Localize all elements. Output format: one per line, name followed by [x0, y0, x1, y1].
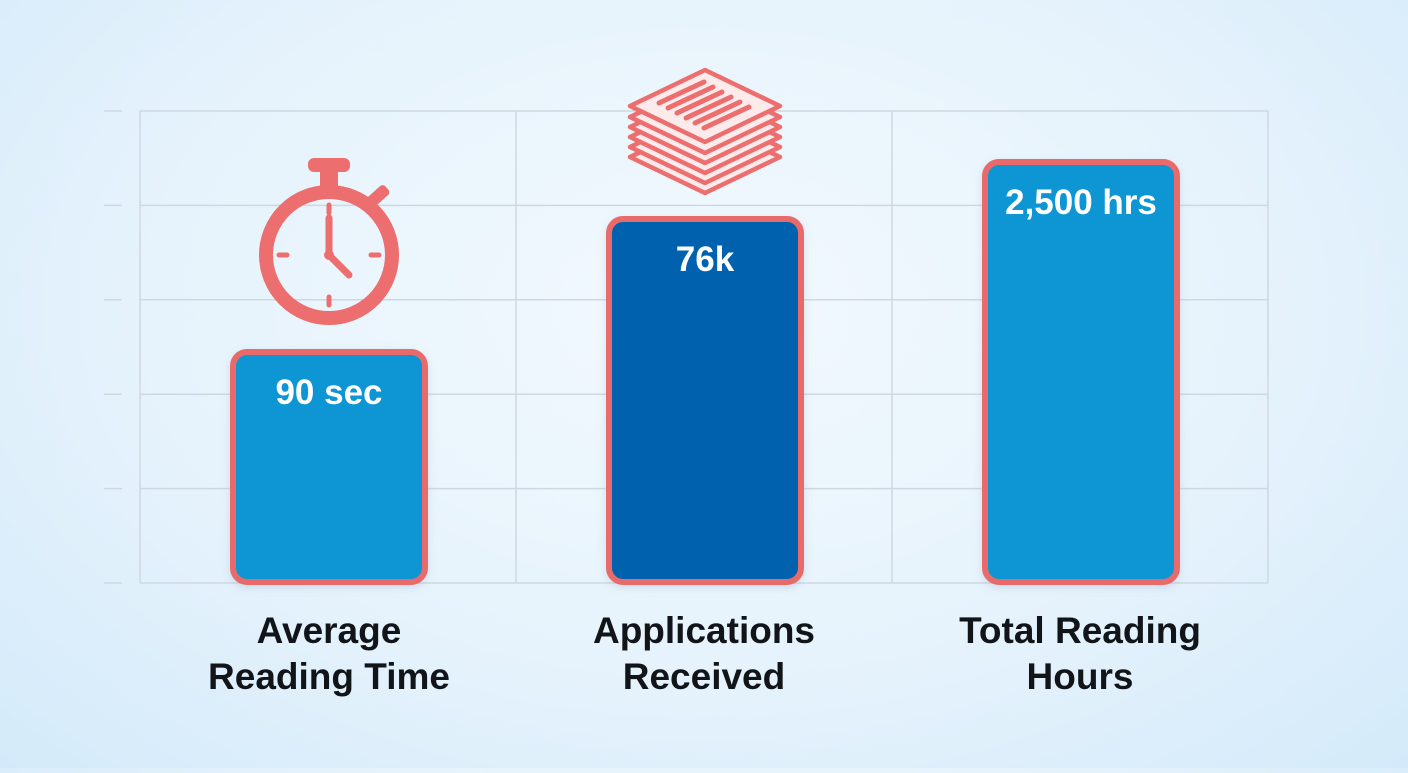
bar-total-reading-hours — [982, 159, 1180, 585]
bars — [230, 159, 1180, 585]
bar-applications-received — [606, 216, 804, 585]
bar-average-reading-time — [230, 349, 428, 585]
value-label-average-reading-time: 90 sec — [275, 373, 382, 412]
value-label-total-reading-hours: 2,500 hrs — [1005, 183, 1157, 222]
icons — [259, 67, 783, 325]
value-labels: 90 sec 76k 2,500 hrs — [275, 183, 1156, 412]
category-label-applications-received: Applications Received — [592, 610, 816, 697]
document-stack-icon — [627, 67, 783, 196]
category-label-total-reading-hours: Total Reading Hours — [959, 610, 1201, 697]
category-label-average-reading-time: Average Reading Time — [208, 610, 450, 697]
stopwatch-icon — [259, 158, 399, 325]
value-label-applications-received: 76k — [676, 240, 735, 279]
